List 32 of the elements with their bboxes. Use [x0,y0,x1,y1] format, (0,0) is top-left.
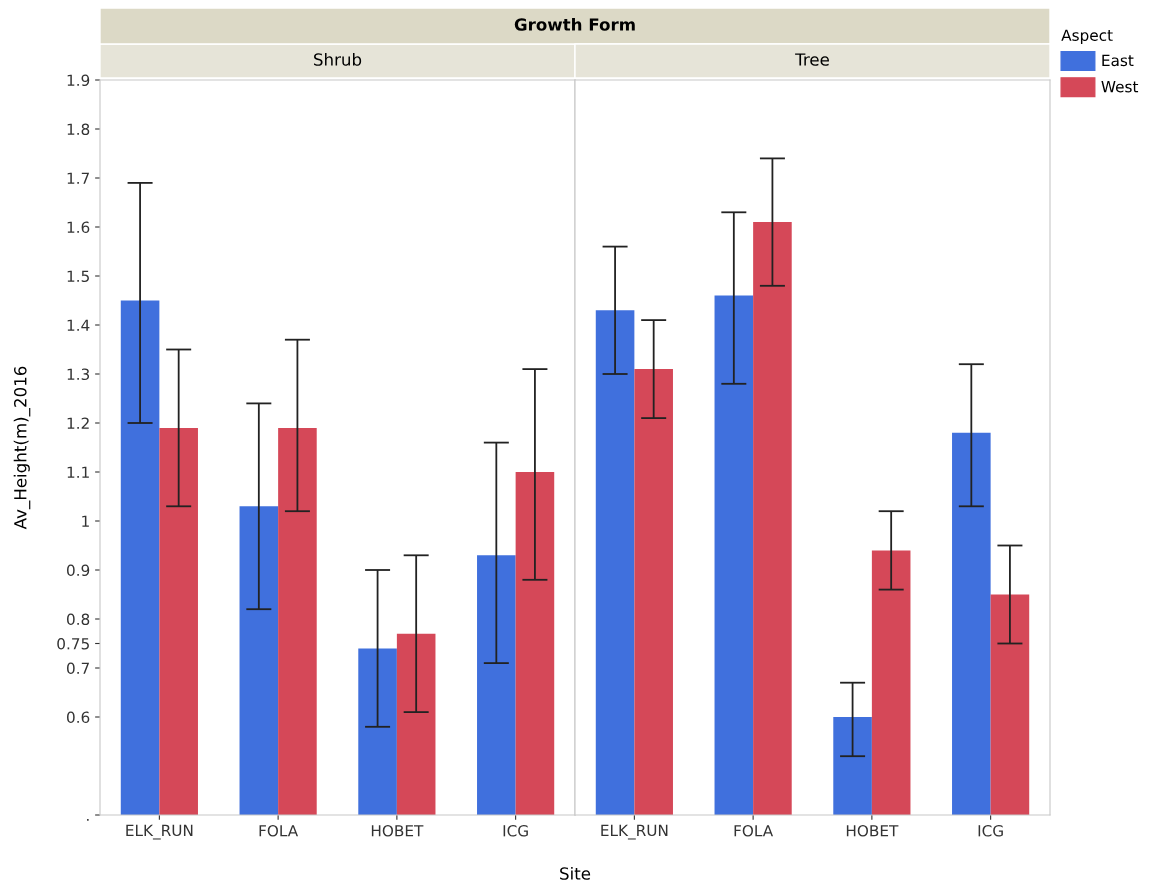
chart-title: Tree [795,53,829,66]
x-tick-label: ELK_RUN [601,824,668,840]
chart-title: Shrub [314,52,362,66]
y-tick-label: 1.5 [67,270,89,283]
x-tick-label: ICG [978,824,1003,837]
y-tick-label: 1.4 [67,319,90,331]
x-axis-title: Site [560,866,591,880]
y-tick-label: 0.75 [57,637,89,650]
y-tick-label: 1.7 [67,172,89,184]
x-tick-label: FOLA [259,824,299,837]
x-tick-label: HOBET [846,824,899,837]
y-tick-label: 0.7 [66,662,89,675]
y-tick-label: 0.8 [66,613,90,626]
y-tick-label: . [87,818,89,821]
legend-title: Aspect [1061,29,1113,44]
x-tick-label: HOBET [371,824,424,837]
y-tick-label: 0.9 [66,564,90,577]
y-tick-label: 0.6 [66,711,90,724]
legend-label: East [1102,54,1134,67]
x-tick-label: ELK_RUN [126,824,193,840]
legend-label: West [1101,81,1139,93]
y-tick-label: 1.6 [67,221,90,234]
y-tick-label: 1.3 [67,368,90,381]
y-tick-label: 1.9 [67,74,90,87]
y-tick-label: 1.1 [67,466,89,478]
text: Growth Form [514,17,635,31]
y-tick-label: 1 [82,515,89,527]
x-tick-label: ICG [503,824,528,837]
x-tick-label: FOLA [734,824,774,837]
y-axis-title: Av_Height(m)_2016 [13,366,31,530]
y-tick-label: 1.2 [67,417,89,429]
y-tick-label: 1.8 [67,123,90,136]
